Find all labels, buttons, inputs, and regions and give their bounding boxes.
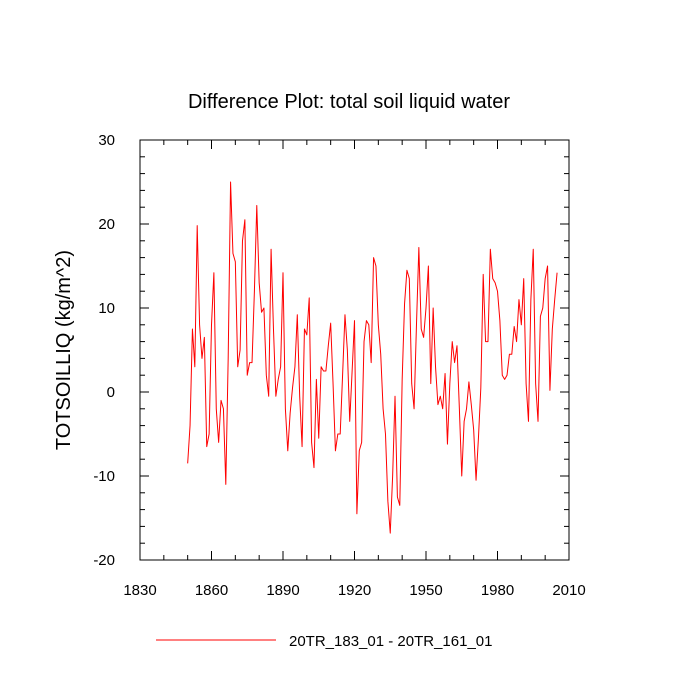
x-tick-label: 1920 bbox=[338, 582, 371, 599]
series-line bbox=[187, 181, 558, 534]
y-tick-label: 20 bbox=[98, 216, 115, 233]
y-axis-label: TOTSOILLIQ (kg/m^2) bbox=[53, 250, 75, 450]
minor-ticks bbox=[140, 140, 569, 560]
x-tick-label: 1950 bbox=[409, 582, 442, 599]
series-layer bbox=[187, 181, 558, 534]
y-tick-label: 10 bbox=[98, 300, 115, 317]
y-tick-label: 0 bbox=[107, 384, 115, 401]
y-axis: -20 -10 0 10 20 30 bbox=[93, 132, 569, 569]
y-tick-label: -10 bbox=[93, 468, 115, 485]
x-axis: 1830 1860 1890 1920 1950 1980 2010 bbox=[123, 140, 586, 599]
y-tick-label: -20 bbox=[93, 552, 115, 569]
x-tick-label: 1980 bbox=[481, 582, 514, 599]
legend-label: 20TR_183_01 - 20TR_161_01 bbox=[289, 633, 492, 650]
chart-title: Difference Plot: total soil liquid water bbox=[188, 91, 510, 113]
x-tick-label: 1830 bbox=[123, 582, 156, 599]
legend: 20TR_183_01 - 20TR_161_01 bbox=[156, 633, 492, 650]
y-tick-label: 30 bbox=[98, 132, 115, 149]
x-tick-label: 1890 bbox=[266, 582, 299, 599]
x-tick-label: 2010 bbox=[552, 582, 585, 599]
x-tick-label: 1860 bbox=[195, 582, 228, 599]
